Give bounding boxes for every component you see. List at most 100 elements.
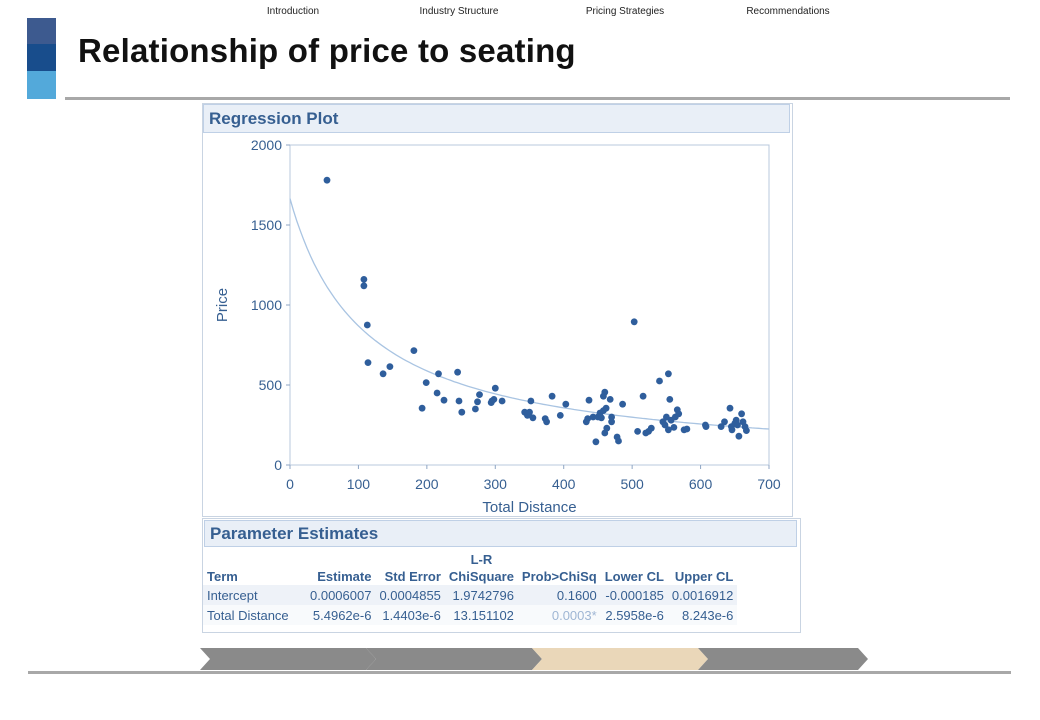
cell-chisquare: 13.151102 xyxy=(444,605,518,625)
data-point xyxy=(585,396,593,404)
col-chisquare: ChiSquare xyxy=(448,569,514,584)
fit-curve xyxy=(289,198,770,430)
data-point xyxy=(498,397,506,405)
col-top-chisquare: L-R xyxy=(470,552,493,567)
data-point xyxy=(735,432,743,440)
y-tick-label: 1500 xyxy=(251,217,282,233)
regression-plot-header: Regression Plot xyxy=(203,104,790,133)
data-point xyxy=(455,397,463,405)
logo-block-top xyxy=(27,18,56,44)
table-row: Intercept 0.0006007 0.0004855 1.9742796 … xyxy=(203,585,738,605)
col-std-error: Std Error xyxy=(384,569,441,584)
data-point xyxy=(608,418,615,426)
data-point xyxy=(360,282,368,290)
data-point xyxy=(435,370,442,378)
data-point xyxy=(562,400,570,408)
data-point xyxy=(491,384,499,392)
y-tick-label: 1000 xyxy=(251,297,282,313)
col-upper-cl: Upper CL xyxy=(674,569,734,584)
data-point xyxy=(584,415,592,422)
data-point xyxy=(639,392,647,400)
cell-prob: 0.1600 xyxy=(517,585,601,605)
data-point xyxy=(556,412,564,419)
parameter-estimates-header: Parameter Estimates xyxy=(204,520,797,547)
data-point xyxy=(619,400,626,408)
cell-std-error: 0.0004855 xyxy=(375,585,445,605)
table-header-top-row: L-R xyxy=(203,551,737,568)
slide-title: Relationship of price to seating xyxy=(78,32,576,69)
x-tick-label: 600 xyxy=(689,476,713,492)
y-axis-title: Price xyxy=(214,288,231,322)
data-point xyxy=(603,424,611,432)
cell-upper-cl: 0.0016912 xyxy=(667,585,738,605)
nav-chevron-pricing-strategies[interactable] xyxy=(532,648,708,670)
y-tick-label: 2000 xyxy=(251,137,282,153)
nav-item-industry-structure[interactable]: Industry Structure xyxy=(419,5,499,17)
parameter-estimates-table: L-R Term Estimate Std Error ChiSquare Pr… xyxy=(203,551,738,625)
nav-chevron-recommendations[interactable] xyxy=(698,648,868,670)
cell-prob: 0.0003* xyxy=(517,605,601,625)
data-point xyxy=(360,276,368,283)
nav-item-introduction[interactable]: Introduction xyxy=(266,5,320,17)
data-point xyxy=(548,392,556,400)
data-point xyxy=(527,397,535,405)
cell-lower-cl: -0.000185 xyxy=(600,585,668,605)
col-lower-cl: Lower CL xyxy=(604,569,664,584)
data-point xyxy=(490,396,498,403)
col-top-estimate xyxy=(306,551,375,568)
x-tick-label: 500 xyxy=(620,476,644,492)
x-tick-label: 0 xyxy=(286,476,294,492)
data-point xyxy=(543,418,550,426)
data-point xyxy=(433,389,441,397)
data-point xyxy=(601,388,609,396)
logo-block-middle xyxy=(27,44,56,71)
table-header-row: Term Estimate Std Error ChiSquare Prob>C… xyxy=(203,568,737,585)
data-point xyxy=(364,359,372,366)
data-point xyxy=(440,396,448,404)
data-point xyxy=(386,363,394,370)
col-prob: Prob>ChiSq xyxy=(521,569,597,584)
data-point xyxy=(529,414,537,422)
cell-upper-cl: 8.243e-6 xyxy=(667,605,738,625)
data-point xyxy=(323,176,331,184)
data-point xyxy=(615,437,622,445)
data-point xyxy=(743,427,750,434)
data-point xyxy=(656,377,663,385)
data-point xyxy=(589,413,597,421)
x-tick-label: 200 xyxy=(415,476,439,492)
y-tick-label: 0 xyxy=(274,457,282,473)
data-point xyxy=(379,370,387,378)
x-tick-label: 700 xyxy=(757,476,781,492)
x-axis-title: Total Distance xyxy=(482,499,576,516)
nav-item-recommendations[interactable]: Recommendations xyxy=(746,5,830,17)
cell-std-error: 1.4403e-6 xyxy=(375,605,445,625)
data-point xyxy=(738,410,745,418)
data-point xyxy=(606,396,614,403)
footer-divider xyxy=(28,671,1011,674)
col-estimate: Estimate xyxy=(317,569,372,584)
section-nav xyxy=(200,648,868,670)
data-point xyxy=(661,421,669,429)
data-point xyxy=(592,438,600,446)
data-point xyxy=(418,404,426,412)
data-point xyxy=(476,391,483,398)
data-point xyxy=(472,405,479,413)
data-point xyxy=(454,368,461,376)
data-point xyxy=(717,423,725,430)
data-point xyxy=(734,421,741,429)
logo-block-bottom xyxy=(27,71,56,99)
x-tick-label: 300 xyxy=(484,476,508,492)
regression-plot-panel xyxy=(202,103,793,517)
data-point xyxy=(422,379,430,386)
nav-item-pricing-strategies[interactable]: Pricing Strategies xyxy=(585,5,665,17)
nav-chevron-industry-structure[interactable] xyxy=(366,648,542,670)
col-term: Term xyxy=(207,569,238,584)
data-point xyxy=(683,425,691,433)
data-point xyxy=(458,408,466,416)
cell-estimate: 0.0006007 xyxy=(306,585,376,605)
data-point xyxy=(670,424,678,431)
nav-chevron-introduction[interactable] xyxy=(200,648,376,670)
col-top-term xyxy=(203,551,306,568)
data-point xyxy=(665,426,672,434)
